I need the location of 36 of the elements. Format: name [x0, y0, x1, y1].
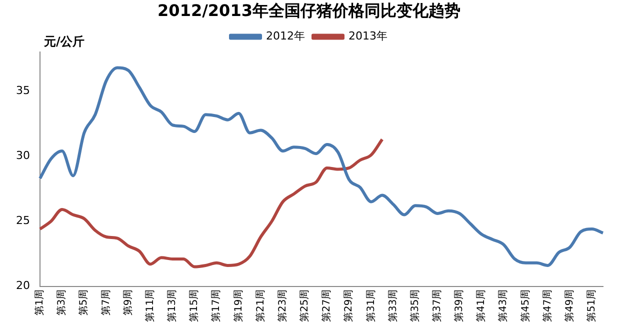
y-tick-label: 20 — [16, 279, 30, 292]
x-tick-label: 第3周 — [56, 289, 68, 316]
y-tick-label: 35 — [16, 84, 30, 98]
legend-label: 2013年 — [348, 30, 388, 43]
x-tick-label: 第13周 — [166, 289, 178, 322]
y-axis-title: 元/公斤 — [43, 34, 84, 48]
y-tick-label: 25 — [16, 214, 30, 228]
x-tick-label: 第27周 — [320, 289, 333, 322]
x-tick-label: 第47周 — [541, 289, 554, 322]
x-tick-label: 第49周 — [563, 289, 576, 322]
x-tick-label: 第31周 — [364, 289, 377, 322]
x-tick-label: 第23周 — [276, 289, 288, 322]
x-tick-label: 第29周 — [342, 289, 355, 322]
x-tick-label: 第45周 — [519, 289, 532, 322]
x-tick-label: 第37周 — [431, 289, 444, 322]
x-tick-label: 第1周 — [34, 289, 46, 316]
x-tick-label: 第19周 — [232, 289, 244, 322]
legend-label: 2012年 — [266, 30, 306, 43]
x-tick-label: 第25周 — [298, 289, 311, 322]
line-series — [38, 66, 604, 267]
x-tick-label: 第7周 — [100, 289, 112, 316]
x-tick-label: 第35周 — [408, 289, 421, 322]
x-tick-label: 第33周 — [386, 289, 399, 322]
x-tick-label: 第51周 — [586, 289, 598, 322]
x-tick-label: 第39周 — [453, 289, 466, 322]
x-tick-label: 第9周 — [122, 289, 134, 316]
x-tick-label: 第41周 — [475, 289, 488, 322]
x-tick-label: 第43周 — [497, 289, 510, 322]
y-tick-label: 30 — [16, 149, 30, 162]
line-series — [38, 138, 384, 268]
x-tick-label: 第21周 — [254, 289, 266, 322]
chart-title: 2012/2013年全国仔猪价格同比变化趋势 — [158, 0, 460, 20]
x-tick-label: 第11周 — [144, 289, 156, 322]
x-tick-label: 第15周 — [188, 289, 200, 322]
x-tick-label: 第5周 — [78, 289, 90, 316]
x-tick-label: 第17周 — [210, 289, 222, 322]
